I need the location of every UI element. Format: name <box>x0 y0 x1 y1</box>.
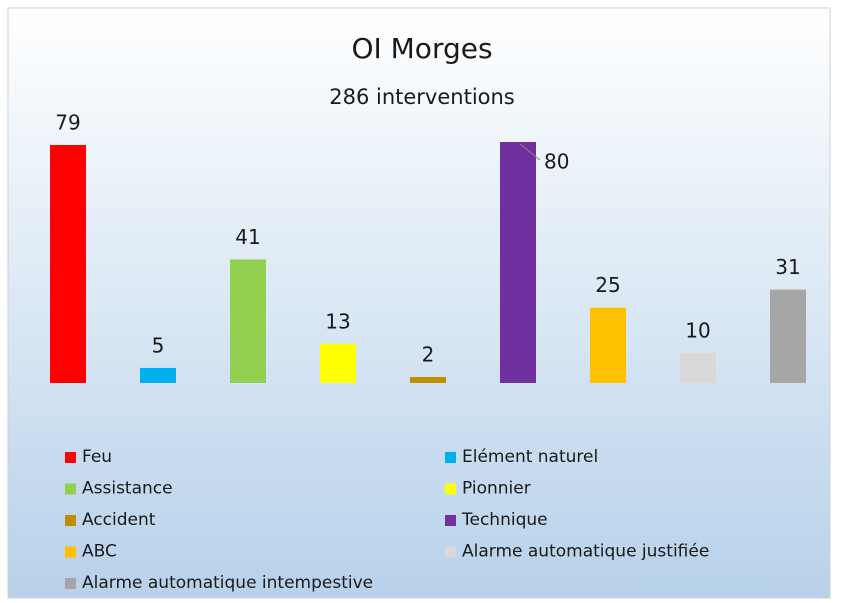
bar <box>770 289 806 383</box>
legend-label: Pionnier <box>462 479 531 499</box>
bar <box>410 376 446 383</box>
bar <box>680 352 716 383</box>
bar <box>320 343 356 383</box>
legend-label: Elément naturel <box>462 447 598 467</box>
leader-line <box>519 143 541 161</box>
bar <box>50 145 86 383</box>
data-label: 80 <box>544 150 569 174</box>
legend-swatch <box>65 483 76 495</box>
data-label: 79 <box>55 111 80 135</box>
bar <box>590 307 626 383</box>
legend-swatch <box>445 452 456 463</box>
data-label: 5 <box>152 333 165 357</box>
data-label: 31 <box>775 255 800 279</box>
data-label: 41 <box>235 225 260 249</box>
legend-label: Alarme automatique justifiée <box>462 542 709 562</box>
bar <box>230 259 266 383</box>
chart-background <box>7 7 831 599</box>
chart-title: OI Morges <box>351 32 492 65</box>
legend-label: ABC <box>82 542 117 562</box>
legend-swatch <box>65 546 76 558</box>
legend-label: Technique <box>461 510 548 530</box>
legend-swatch <box>445 515 456 526</box>
data-label: 13 <box>325 309 350 333</box>
legend-swatch <box>65 515 76 526</box>
bar <box>500 142 536 383</box>
data-label: 25 <box>595 273 620 297</box>
data-label: 10 <box>685 318 710 342</box>
data-label: 2 <box>422 342 435 366</box>
bar <box>140 367 176 383</box>
legend-label: Assistance <box>82 479 173 499</box>
legend-label: Accident <box>82 510 156 530</box>
chart-subtitle: 286 interventions <box>329 85 515 109</box>
legend-swatch <box>65 578 76 589</box>
legend-swatch <box>445 546 456 558</box>
legend-label: Alarme automatique intempestive <box>82 573 373 593</box>
legend-swatch <box>445 483 456 495</box>
legend-label: Feu <box>82 447 112 467</box>
legend-swatch <box>65 452 76 463</box>
